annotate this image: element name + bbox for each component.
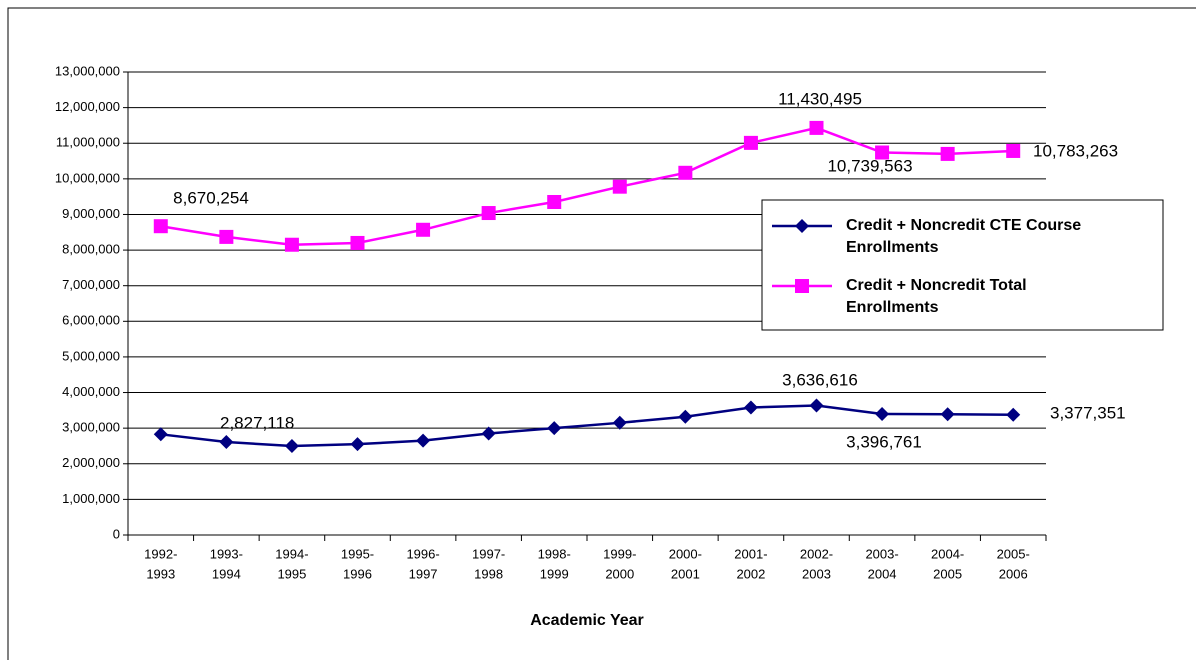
y-tick-label: 4,000,000 [62, 384, 120, 399]
x-tick-label: 1994- [275, 546, 308, 561]
x-tick-label: 1997- [472, 546, 505, 561]
data-point [219, 229, 234, 244]
data-point [940, 407, 955, 422]
y-tick-label: 13,000,000 [55, 63, 120, 78]
data-point [481, 426, 496, 441]
chart-border [7, 7, 1196, 660]
data-point [940, 146, 955, 161]
x-tick-label: 2006 [999, 566, 1028, 581]
x-tick-label: 1992- [144, 546, 177, 561]
x-tick-label: 2000 [605, 566, 634, 581]
data-point [416, 433, 431, 448]
y-tick-label: 9,000,000 [62, 206, 120, 221]
x-tick-label: 2002 [736, 566, 765, 581]
data-point [743, 400, 758, 415]
legend-label: Credit + Noncredit CTE Course Enrollments [846, 217, 1081, 256]
data-point [547, 421, 562, 436]
x-tick-label: 1995- [341, 546, 374, 561]
data-point [350, 235, 365, 250]
data-label: 3,636,616 [782, 370, 858, 389]
y-tick-label: 0 [113, 526, 120, 541]
y-tick-label: 10,000,000 [55, 170, 120, 185]
data-label: 10,783,263 [1033, 141, 1118, 160]
data-point [481, 206, 496, 221]
x-tick-label: 2003- [865, 546, 898, 561]
x-axis-title: Academic Year [530, 612, 644, 629]
y-tick-label: 7,000,000 [62, 277, 120, 292]
legend-box [761, 199, 1164, 331]
y-tick-label: 2,000,000 [62, 455, 120, 470]
data-point [284, 438, 299, 453]
x-tick-label: 1996- [406, 546, 439, 561]
x-tick-label: 2005- [997, 546, 1030, 561]
x-tick-label: 1997 [409, 566, 438, 581]
y-tick-label: 6,000,000 [62, 313, 120, 328]
data-point [416, 222, 431, 237]
series-line [160, 126, 1014, 246]
x-tick-label: 1994 [212, 566, 241, 581]
data-point [678, 409, 693, 424]
y-tick-label: 11,000,000 [56, 135, 120, 150]
x-tick-label: 2001- [734, 546, 767, 561]
data-point [743, 135, 758, 150]
x-tick-label: 2000- [669, 546, 702, 561]
data-point [219, 435, 234, 450]
x-tick-label: 1999 [540, 566, 569, 581]
data-point [678, 165, 693, 180]
data-point [284, 237, 299, 252]
data-point [795, 279, 809, 293]
data-point [875, 407, 890, 422]
data-point [350, 437, 365, 452]
x-tick-label: 1998- [538, 546, 571, 561]
data-label: 11,430,495 [778, 89, 862, 108]
x-tick-label: 2004 [868, 566, 897, 581]
x-tick-label: 2005 [933, 566, 962, 581]
data-point [809, 398, 824, 413]
data-point [612, 415, 627, 430]
data-label: 2,827,118 [220, 413, 294, 432]
x-tick-label: 1995 [277, 566, 306, 581]
data-point [1006, 407, 1021, 422]
data-point [1006, 143, 1021, 158]
x-tick-label: 2004- [931, 546, 964, 561]
data-label: 3,396,761 [846, 432, 922, 451]
x-tick-label: 1993- [210, 546, 243, 561]
x-tick-label: 2003 [802, 566, 831, 581]
series-line [160, 404, 1014, 448]
x-tick-label: 2001 [671, 566, 700, 581]
data-point [547, 194, 562, 209]
data-point [809, 120, 824, 135]
y-tick-label: 3,000,000 [62, 420, 120, 435]
y-tick-label: 5,000,000 [62, 348, 120, 363]
data-label: 10,739,563 [827, 156, 912, 175]
x-tick-label: 2002- [800, 546, 833, 561]
y-tick-label: 8,000,000 [62, 242, 120, 257]
data-point [612, 179, 627, 194]
x-tick-label: 1999- [603, 546, 636, 561]
data-point [153, 219, 168, 234]
data-point [153, 427, 168, 442]
x-tick-label: 1996 [343, 566, 372, 581]
y-tick-label: 12,000,000 [55, 99, 120, 114]
y-tick-label: 1,000,000 [62, 491, 120, 506]
x-tick-label: 1998 [474, 566, 503, 581]
data-label: 3,377,351 [1050, 403, 1126, 422]
data-point [795, 219, 809, 233]
data-label: 8,670,254 [173, 188, 249, 207]
x-tick-label: 1993 [146, 566, 175, 581]
legend-label: Credit + Noncredit Total Enrollments [846, 277, 1027, 316]
data-point [875, 145, 890, 160]
